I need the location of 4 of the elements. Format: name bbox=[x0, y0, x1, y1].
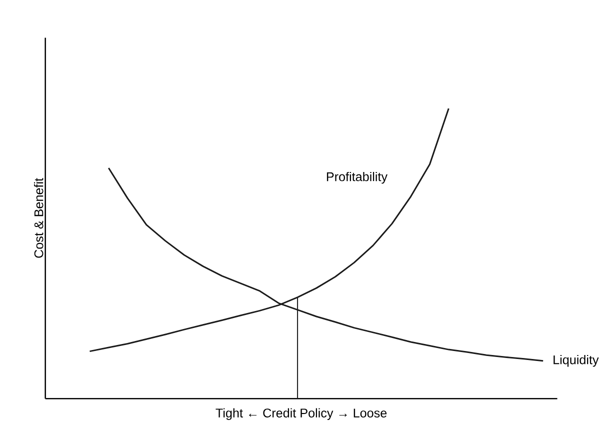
series-label: Liquidity bbox=[554, 354, 599, 367]
text: Profitability bbox=[326, 172, 388, 184]
x-axis-title: Tight ← Credit Policy → Loose bbox=[216, 408, 387, 420]
y-axis-title: Cost & Benefit bbox=[34, 178, 44, 258]
